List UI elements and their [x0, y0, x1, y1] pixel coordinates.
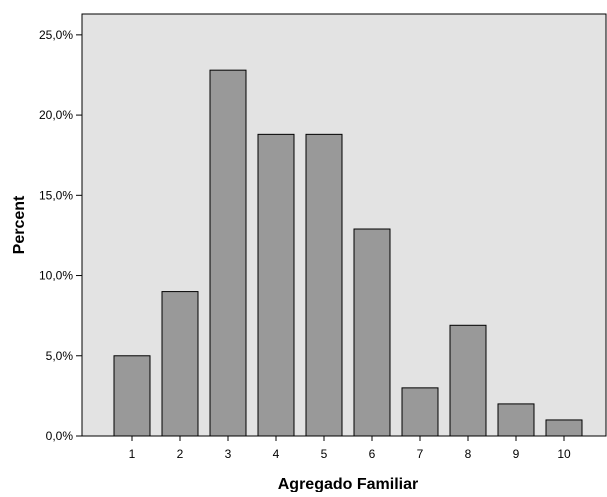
bar-10	[545, 419, 583, 437]
y-tick-label: 20,0%	[39, 108, 73, 122]
x-tick-label: 1	[129, 447, 136, 461]
x-tick-label: 9	[513, 447, 520, 461]
x-tick-label: 5	[321, 447, 328, 461]
x-tick-label: 6	[369, 447, 376, 461]
bar-6	[353, 228, 391, 437]
y-tick-label: 0,0%	[46, 429, 74, 443]
y-tick-label: 5,0%	[46, 349, 74, 363]
bar-9	[497, 403, 535, 437]
plot-area	[81, 13, 607, 437]
y-tick-label: 25,0%	[39, 28, 73, 42]
bar-4	[257, 133, 295, 437]
y-tick-label: 15,0%	[39, 188, 73, 202]
x-tick-label: 7	[417, 447, 424, 461]
y-tick-label: 10,0%	[39, 269, 73, 283]
bars	[113, 69, 583, 437]
bar-8	[449, 324, 487, 437]
bar-5	[305, 133, 343, 437]
x-tick-label: 4	[273, 447, 280, 461]
x-axis-ticks: 1 2 3 4 5 6 7 8 9 10	[129, 436, 571, 461]
bar-2	[161, 291, 199, 437]
x-tick-label: 3	[225, 447, 232, 461]
x-tick-label: 2	[177, 447, 184, 461]
y-axis-ticks: 0,0% 5,0% 10,0% 15,0% 20,0% 25,0%	[39, 28, 82, 443]
x-tick-label: 10	[557, 447, 571, 461]
x-tick-label: 8	[465, 447, 472, 461]
y-axis-label: Percent	[11, 195, 28, 254]
bar-7	[401, 387, 439, 437]
bar-1	[113, 355, 151, 437]
x-axis-label: Agregado Familiar	[278, 476, 418, 492]
bar-3	[209, 69, 247, 437]
